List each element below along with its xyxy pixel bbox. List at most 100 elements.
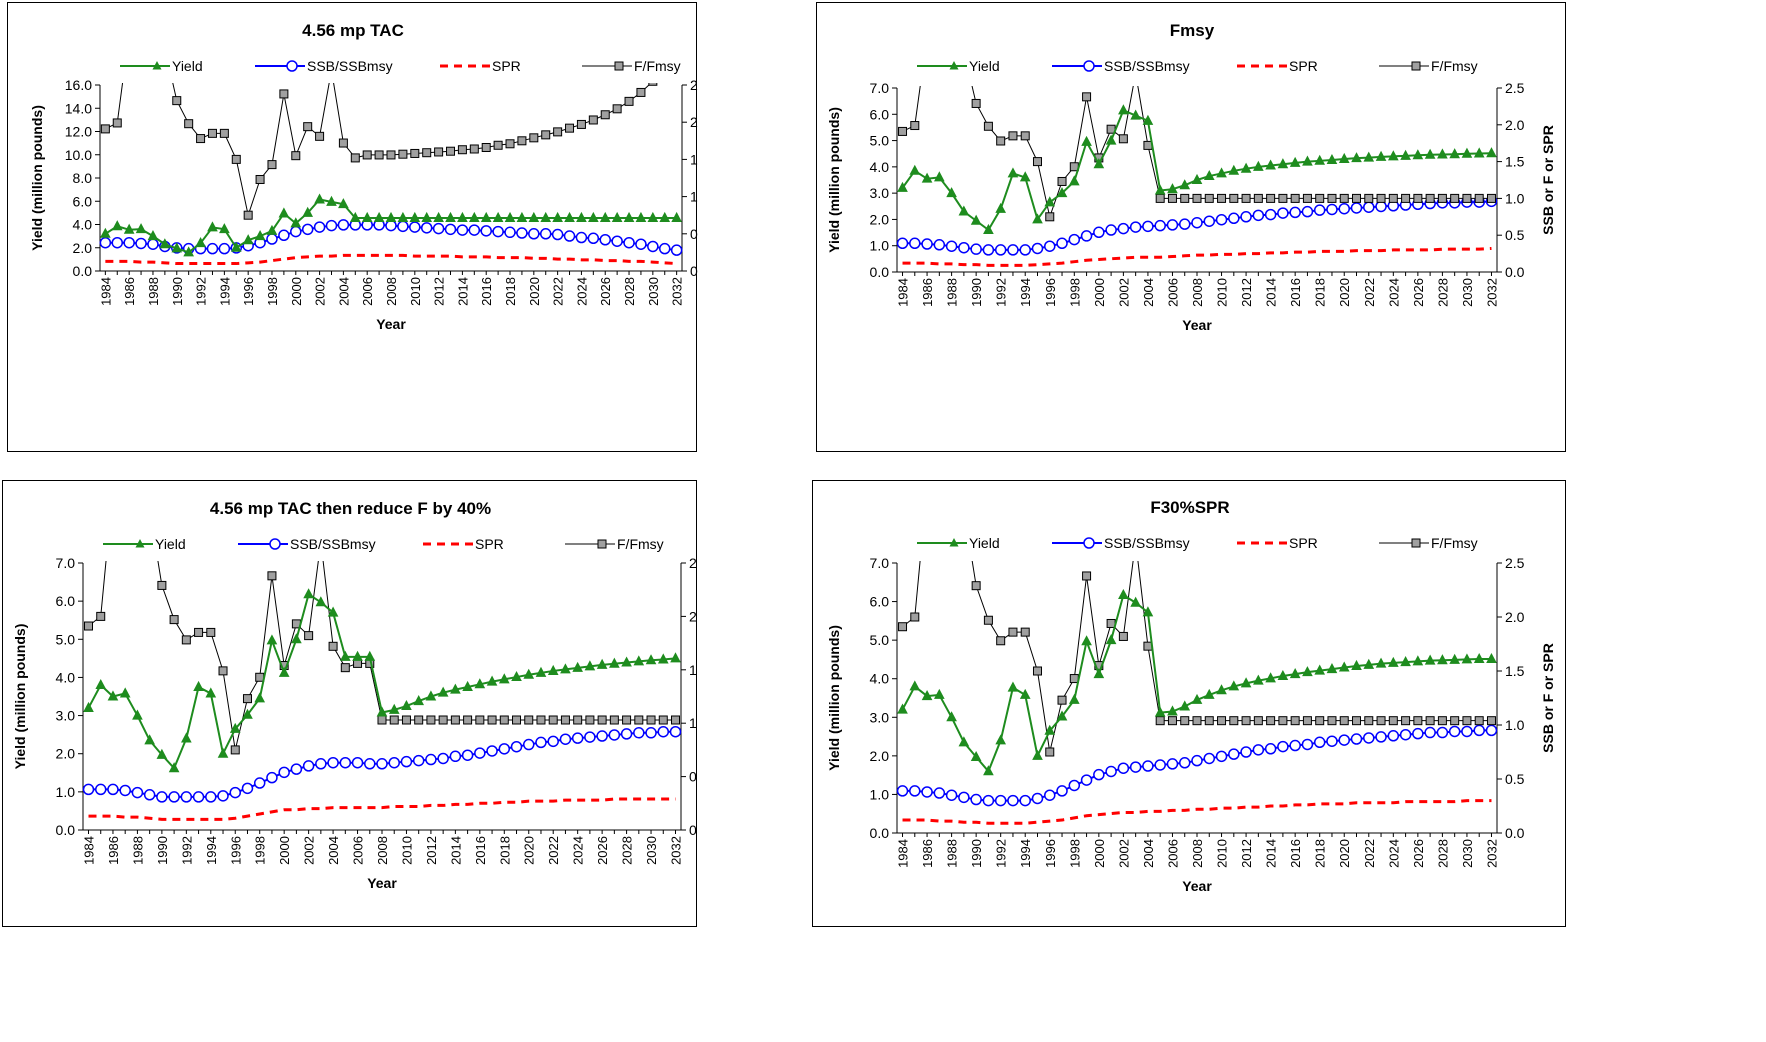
point-ssb bbox=[1375, 731, 1387, 743]
point-ffmsy bbox=[648, 83, 658, 86]
point-ssb bbox=[229, 786, 242, 799]
point-ssb bbox=[1326, 203, 1338, 216]
y2-tick-label: 0.0 bbox=[1505, 825, 1525, 841]
x-tick-label: 1992 bbox=[179, 836, 194, 865]
x-tick-label: 2024 bbox=[1386, 278, 1401, 307]
legend-label-ffmsy: F/Fmsy bbox=[1431, 58, 1478, 74]
point-ssb bbox=[82, 783, 95, 796]
point-yield bbox=[671, 211, 682, 222]
point-yield bbox=[535, 666, 547, 677]
point-yield bbox=[119, 687, 131, 698]
point-ssb bbox=[970, 793, 982, 806]
point-ffmsy bbox=[1486, 193, 1496, 203]
point-ffmsy bbox=[670, 715, 680, 725]
x-tick-label: 2008 bbox=[375, 836, 390, 865]
x-tick-label: 2004 bbox=[336, 277, 351, 306]
point-yield bbox=[338, 198, 349, 209]
point-yield bbox=[1007, 167, 1019, 178]
point-yield bbox=[645, 654, 657, 665]
point-yield bbox=[480, 211, 492, 222]
point-yield bbox=[433, 211, 444, 222]
y-tick-label: 3.0 bbox=[56, 708, 76, 724]
point-yield bbox=[349, 211, 361, 222]
point-yield bbox=[1228, 164, 1240, 175]
point-ssb bbox=[1068, 779, 1081, 792]
point-ssb bbox=[1203, 215, 1216, 227]
point-yield bbox=[352, 650, 363, 661]
x-tick-label: 2026 bbox=[598, 277, 613, 306]
legend-label-ssb: SSB/SSBmsy bbox=[1104, 58, 1190, 74]
x-tick-label: 1988 bbox=[146, 277, 161, 306]
x-tick-label: 1984 bbox=[896, 278, 911, 307]
point-ssb bbox=[119, 784, 131, 797]
point-yield bbox=[1154, 184, 1166, 195]
point-ffmsy bbox=[1192, 716, 1202, 726]
point-ffmsy bbox=[624, 96, 634, 106]
point-ssb bbox=[135, 237, 147, 250]
point-yield bbox=[1314, 664, 1326, 675]
point-yield bbox=[373, 211, 385, 222]
point-ssb bbox=[1215, 750, 1228, 763]
legend-label-yield: Yield bbox=[155, 536, 186, 552]
point-yield bbox=[95, 678, 107, 690]
point-ffmsy bbox=[1253, 716, 1263, 726]
point-ssb bbox=[1056, 237, 1068, 250]
x-tick-label: 1996 bbox=[1043, 278, 1058, 307]
y-tick-label: 7.0 bbox=[56, 555, 76, 571]
point-yield bbox=[278, 207, 290, 218]
point-yield bbox=[195, 237, 206, 248]
point-ssb bbox=[669, 725, 682, 738]
point-yield bbox=[132, 709, 143, 720]
legend-marker-yield bbox=[949, 538, 959, 547]
point-ssb bbox=[909, 237, 921, 250]
point-ssb bbox=[1178, 757, 1191, 769]
point-yield bbox=[468, 211, 480, 222]
point-ssb bbox=[444, 223, 457, 236]
point-ssb bbox=[156, 791, 168, 803]
point-ffmsy bbox=[1352, 193, 1362, 203]
point-ssb bbox=[896, 237, 909, 250]
x-tick-label: 1996 bbox=[228, 836, 243, 865]
point-ffmsy bbox=[196, 134, 206, 144]
point-ssb bbox=[486, 745, 498, 757]
point-ssb bbox=[1044, 240, 1056, 252]
point-ffmsy bbox=[96, 611, 106, 621]
point-yield bbox=[1289, 668, 1301, 679]
point-ssb bbox=[1412, 727, 1424, 740]
chart-panel-tac-reduce-f: 4.56 mp TAC then reduce F by 40% 0.0 1.0 2.… bbox=[2, 480, 698, 927]
legend-marker-yield bbox=[949, 61, 959, 70]
point-ffmsy bbox=[1266, 193, 1276, 203]
point-ssb bbox=[535, 736, 547, 749]
point-ffmsy bbox=[1290, 193, 1300, 203]
legend-marker-ffmsy bbox=[1411, 538, 1421, 548]
point-ffmsy bbox=[1266, 716, 1276, 726]
point-ffmsy bbox=[450, 715, 460, 725]
point-yield bbox=[242, 708, 253, 719]
point-yield bbox=[1032, 749, 1043, 760]
point-ffmsy bbox=[1315, 716, 1325, 726]
x-tick-label: 2010 bbox=[399, 836, 414, 865]
point-yield bbox=[946, 711, 957, 722]
point-ffmsy bbox=[169, 615, 179, 625]
point-ssb bbox=[313, 221, 326, 233]
point-ffmsy bbox=[1032, 666, 1042, 676]
point-ffmsy bbox=[338, 138, 348, 148]
point-ffmsy bbox=[1290, 716, 1300, 726]
point-ffmsy bbox=[536, 715, 546, 725]
point-ssb bbox=[1105, 224, 1117, 236]
point-ffmsy bbox=[1180, 193, 1190, 203]
point-ssb bbox=[1350, 733, 1363, 745]
y2-tick-label: 0.5 bbox=[690, 226, 698, 242]
point-yield bbox=[327, 606, 339, 617]
x-tick-label: 2028 bbox=[620, 836, 635, 865]
y-tick-label: 6.0 bbox=[870, 594, 890, 610]
x-tick-label: 1986 bbox=[920, 278, 935, 307]
point-ssb bbox=[945, 240, 958, 252]
x-tick-label: 1994 bbox=[204, 836, 219, 865]
point-ffmsy bbox=[184, 119, 194, 129]
point-ffmsy bbox=[386, 150, 396, 160]
point-ssb bbox=[111, 236, 124, 249]
point-yield bbox=[1167, 183, 1178, 194]
legend-label-spr: SPR bbox=[475, 536, 504, 552]
point-ffmsy bbox=[255, 174, 265, 184]
